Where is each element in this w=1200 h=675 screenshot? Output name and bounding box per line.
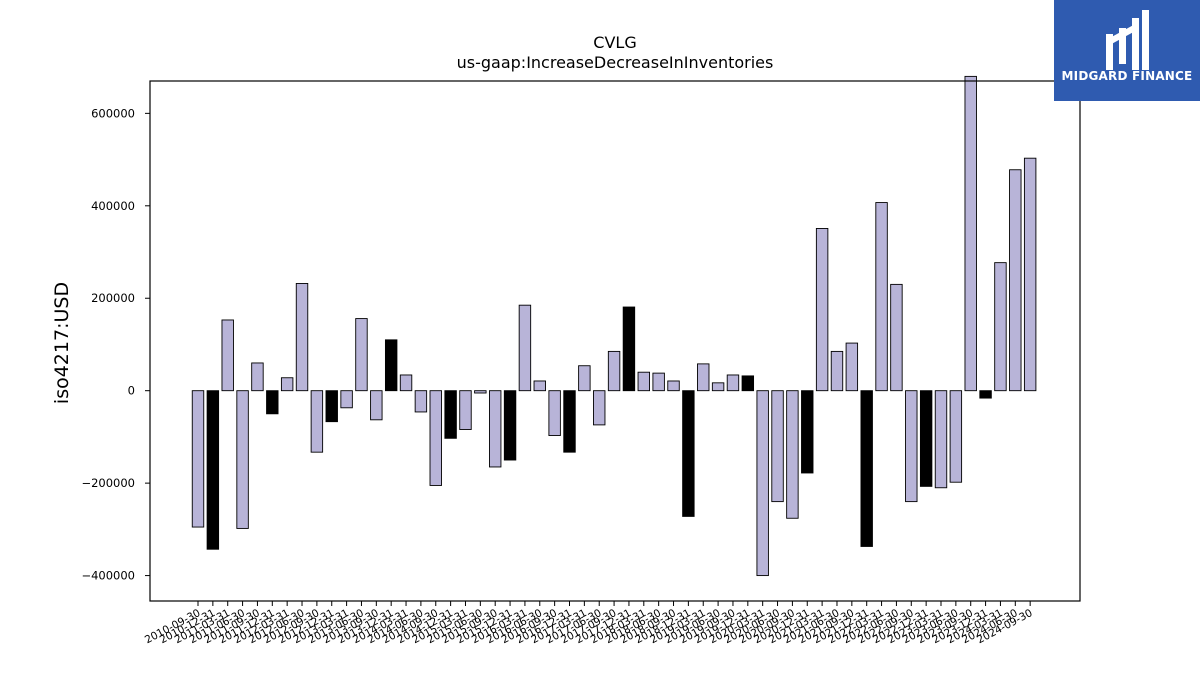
bar-2022-09-30	[905, 390, 918, 503]
bar-2016-06-30	[533, 380, 546, 392]
bar-2011-09-30	[251, 362, 264, 392]
bar-2020-06-30	[771, 390, 784, 503]
bar-2013-09-30	[370, 390, 383, 421]
bar-2015-06-30	[474, 390, 487, 394]
bar-2016-12-31	[563, 390, 576, 453]
plot-frame	[149, 80, 1081, 602]
y-tick-label: 0	[128, 384, 135, 398]
bar-2020-09-30	[786, 390, 799, 519]
bar-2019-06-30	[711, 382, 725, 392]
bar-2023-06-30	[949, 390, 963, 483]
y-tick-label: −400000	[81, 569, 135, 583]
bars-group	[191, 75, 1037, 577]
bar-2023-03-31	[934, 390, 948, 489]
y-axis: −400000 −200000 0 200000 400000 600000	[81, 106, 150, 583]
bar-2020-03-31	[756, 390, 769, 577]
bar-2014-09-30	[429, 390, 442, 486]
bar-2016-09-30	[548, 390, 561, 436]
bar-2011-12-31	[266, 390, 279, 415]
bar-2024-09-30	[1023, 157, 1037, 392]
bar-2011-03-31	[221, 319, 234, 392]
bar-2020-12-31	[801, 390, 814, 474]
bar-2024-06-30	[1009, 169, 1022, 392]
bar-2023-12-31	[979, 390, 992, 399]
bar-2018-09-30	[667, 380, 680, 392]
chart-title: CVLG	[593, 33, 637, 52]
chart-subtitle: us-gaap:IncreaseDecreaseInInventories	[456, 53, 774, 72]
x-axis: 2010-09-302010-12-312011-03-312011-06-30…	[143, 601, 1035, 646]
bar-2012-06-30	[295, 283, 309, 392]
bar-2014-06-30	[414, 390, 428, 413]
bar-2012-03-31	[280, 377, 294, 392]
bar-2019-12-31	[741, 375, 755, 392]
bar-2010-12-31	[206, 390, 220, 550]
bar-2013-06-30	[355, 318, 368, 392]
bar-2018-06-30	[652, 372, 665, 392]
bar-2024-03-31	[994, 262, 1007, 392]
bar-2013-12-31	[384, 339, 398, 392]
brand-logo: MIDGARD FINANCE	[1054, 0, 1200, 101]
bar-2017-09-30	[607, 350, 621, 392]
logo-mark-icon	[1106, 10, 1149, 70]
bar-2010-09-30	[191, 390, 205, 528]
bar-2017-06-30	[593, 390, 606, 426]
bar-2011-06-30	[236, 390, 249, 529]
bar-2021-03-31	[815, 227, 829, 392]
logo-text: MIDGARD FINANCE	[1061, 69, 1193, 83]
bar-2021-09-30	[845, 342, 859, 392]
y-tick-label: 600000	[91, 106, 135, 120]
bar-2022-12-31	[919, 390, 933, 487]
bar-2019-09-30	[726, 374, 740, 392]
bar-2019-03-31	[697, 363, 710, 392]
bar-2021-12-31	[860, 390, 873, 547]
bar-2015-09-30	[489, 390, 502, 468]
bar-2014-03-31	[399, 374, 413, 392]
bar-2016-03-31	[518, 304, 532, 392]
bar-2015-12-31	[503, 390, 517, 461]
bar-2012-09-30	[310, 390, 324, 453]
bar-2017-03-31	[578, 365, 591, 392]
bar-2018-12-31	[682, 390, 695, 517]
bar-2014-12-31	[444, 390, 457, 439]
bar-2018-03-31	[637, 371, 650, 392]
bar-2013-03-31	[340, 390, 353, 409]
y-tick-label: 400000	[91, 199, 135, 213]
y-tick-label: 200000	[91, 291, 135, 305]
bar-2022-03-31	[875, 202, 888, 392]
y-axis-label: iso4217:USD	[51, 281, 73, 405]
bar-2017-12-31	[622, 306, 636, 392]
bar-2021-06-30	[830, 350, 844, 392]
bar-2015-03-31	[459, 390, 472, 430]
y-tick-label: −200000	[81, 476, 135, 490]
bar-2022-06-30	[890, 283, 903, 392]
bar-2012-12-31	[325, 390, 338, 423]
bar-2023-09-30	[964, 75, 977, 392]
